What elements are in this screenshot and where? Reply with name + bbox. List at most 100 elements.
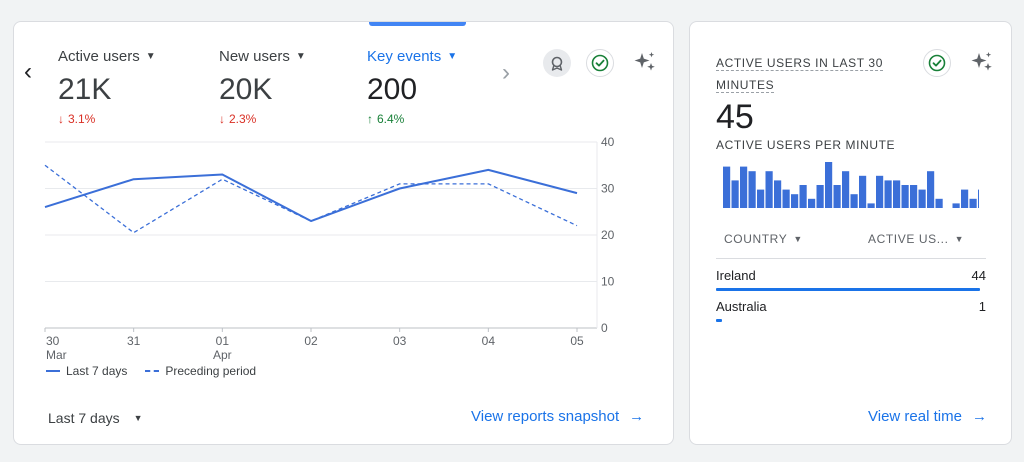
- minute-bar[interactable]: [935, 198, 943, 208]
- minute-bar[interactable]: [867, 203, 875, 208]
- minute-bar[interactable]: [808, 198, 816, 208]
- date-range-dropdown[interactable]: Last 7 days ▼: [48, 410, 143, 426]
- view-real-time-link[interactable]: View real time →: [868, 408, 987, 425]
- arrow-down-icon: ↓: [58, 112, 64, 126]
- x-tick-label: 04: [482, 334, 496, 348]
- metric-tab-active-users[interactable]: Active users ▼ 21K ↓ 3.1%: [58, 46, 188, 127]
- data-quality-check-button[interactable]: [586, 49, 614, 77]
- sparkle-icon[interactable]: [633, 50, 657, 74]
- metric-change: 3.1%: [68, 112, 96, 126]
- minute-bar[interactable]: [799, 185, 807, 208]
- x-tick-label: 30: [46, 334, 60, 348]
- previous-metrics-chevron-icon[interactable]: ‹: [24, 58, 32, 85]
- metric-tab-key-events[interactable]: Key events ▼ 200 ↑ 6.4%: [367, 46, 497, 127]
- minute-bar[interactable]: [893, 180, 901, 208]
- metric-label: Key events: [367, 47, 442, 65]
- minute-bar[interactable]: [910, 185, 918, 208]
- metric-value: 21K: [58, 73, 112, 106]
- x-tick-label: 31: [127, 334, 141, 348]
- minute-bar[interactable]: [765, 171, 773, 208]
- minute-bar[interactable]: [816, 185, 824, 208]
- arrow-right-icon: →: [971, 408, 987, 425]
- country-name: Australia: [716, 299, 767, 314]
- minute-bar[interactable]: [774, 180, 782, 208]
- active-users-column-header[interactable]: ACTIVE US... ▼: [868, 232, 965, 246]
- country-value: 1: [978, 299, 986, 314]
- minute-bar[interactable]: [740, 166, 748, 208]
- metric-label: New users: [219, 47, 290, 65]
- minute-bar[interactable]: [850, 194, 858, 208]
- arrow-down-icon: ↓: [219, 112, 225, 126]
- realtime-title[interactable]: ACTIVE USERS IN LAST 30 MINUTES: [716, 56, 883, 93]
- x-tick-sublabel: Mar: [46, 348, 67, 362]
- minute-bar[interactable]: [978, 189, 979, 208]
- minute-bar[interactable]: [825, 162, 833, 208]
- minute-bar[interactable]: [833, 185, 841, 208]
- country-share-bar: [716, 288, 981, 291]
- minute-bar[interactable]: [876, 175, 884, 208]
- per-minute-bar-chart: [723, 162, 979, 208]
- caret-down-icon: ▼: [145, 50, 156, 62]
- caret-down-icon: ▼: [295, 50, 306, 62]
- minute-bar[interactable]: [748, 171, 756, 208]
- arrow-right-icon: →: [629, 408, 645, 425]
- legend-item-last-7-days: Last 7 days: [46, 364, 127, 378]
- metric-label: Active users: [58, 47, 140, 65]
- data-quality-check-button[interactable]: [923, 49, 951, 77]
- realtime-card: ACTIVE USERS IN LAST 30 MINUTES 45 ACTIV…: [689, 21, 1012, 445]
- award-badge-icon: [551, 56, 563, 71]
- check-circle-icon: [928, 54, 946, 72]
- x-tick-label: 01: [216, 334, 230, 348]
- x-tick-label: 02: [304, 334, 318, 348]
- country-column-header[interactable]: COUNTRY ▼: [724, 232, 803, 246]
- minute-bar[interactable]: [782, 189, 790, 208]
- view-reports-snapshot-link[interactable]: View reports snapshot →: [471, 408, 645, 425]
- minute-bar[interactable]: [952, 203, 960, 208]
- series-line-preceding-period: [44, 164, 578, 234]
- minute-bar[interactable]: [969, 198, 977, 208]
- chart-legend: Last 7 days Preceding period: [46, 364, 274, 378]
- caret-down-icon: ▼: [447, 50, 458, 62]
- y-tick-label: 0: [601, 321, 608, 335]
- realtime-subtitle: ACTIVE USERS PER MINUTE: [716, 138, 896, 152]
- metric-value: 200: [367, 73, 418, 106]
- metric-value: 20K: [219, 73, 273, 106]
- series-line-last-7-days: [44, 168, 578, 223]
- minute-bar[interactable]: [842, 171, 850, 208]
- country-value: 44: [971, 268, 986, 283]
- x-tick-label: 05: [570, 334, 584, 348]
- metric-tab-new-users[interactable]: New users ▼ 20K ↓ 2.3%: [219, 46, 349, 127]
- minute-bar[interactable]: [961, 189, 969, 208]
- overview-card: ‹ Active users ▼ 21K ↓ 3.1% New users ▼ 20K…: [13, 21, 674, 445]
- insights-badge-button[interactable]: [543, 49, 571, 77]
- country-share-bar: [716, 319, 722, 322]
- table-divider: [716, 258, 986, 259]
- check-circle-icon: [591, 54, 609, 72]
- minute-bar[interactable]: [723, 166, 731, 208]
- metric-change: 6.4%: [377, 112, 405, 126]
- minute-bar[interactable]: [927, 171, 935, 208]
- minute-bar[interactable]: [757, 189, 765, 208]
- minute-bar[interactable]: [791, 194, 799, 208]
- next-metrics-chevron-icon[interactable]: ›: [502, 59, 510, 86]
- caret-down-icon: ▼: [793, 234, 803, 244]
- minute-bar[interactable]: [901, 185, 909, 208]
- date-range-label: Last 7 days: [48, 410, 120, 426]
- minute-bar[interactable]: [859, 175, 867, 208]
- minute-bar[interactable]: [918, 189, 926, 208]
- legend-item-preceding-period: Preceding period: [145, 364, 256, 378]
- caret-down-icon: ▼: [954, 234, 965, 244]
- caret-down-icon: ▼: [133, 413, 143, 423]
- y-tick-label: 40: [601, 135, 615, 149]
- y-tick-label: 30: [601, 182, 615, 196]
- y-tick-label: 10: [601, 275, 615, 289]
- y-tick-label: 20: [601, 228, 615, 242]
- minute-bar[interactable]: [731, 180, 739, 208]
- active-tab-indicator: [369, 22, 466, 26]
- x-tick-sublabel: Apr: [213, 348, 232, 362]
- sparkle-icon[interactable]: [970, 50, 994, 74]
- arrow-up-icon: ↑: [367, 112, 373, 126]
- minute-bar[interactable]: [884, 180, 892, 208]
- country-name: Ireland: [716, 268, 756, 283]
